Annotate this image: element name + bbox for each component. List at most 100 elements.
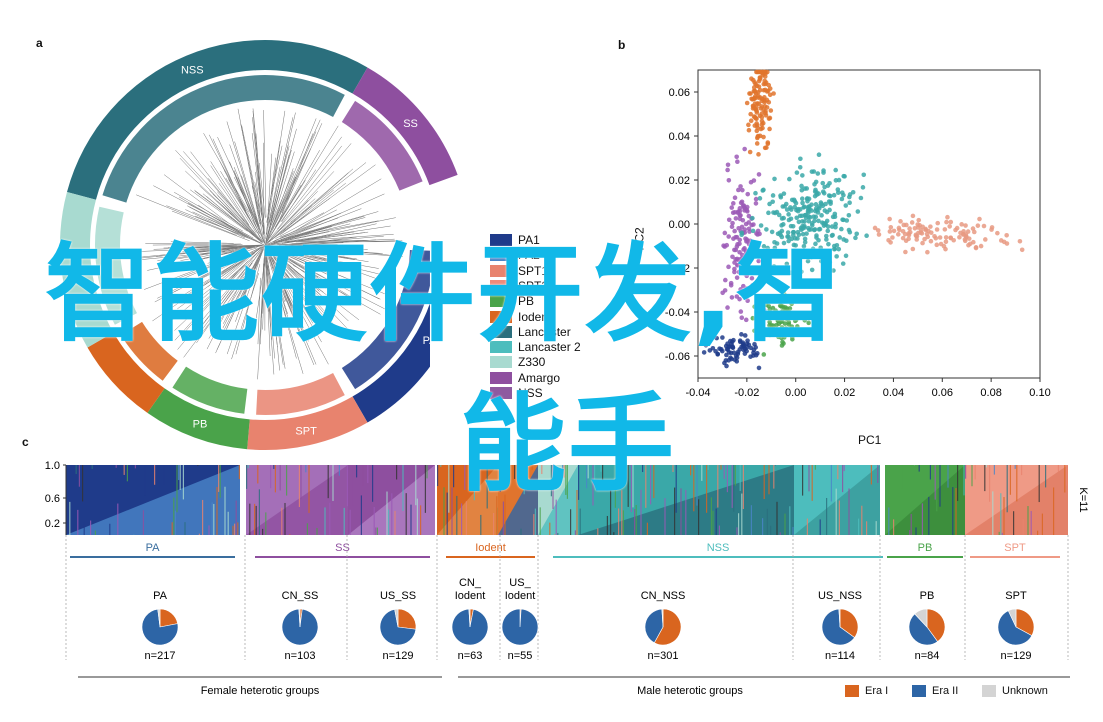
structure-bar (723, 465, 725, 480)
structure-bar (182, 465, 184, 500)
tree-legend-item: Z330 (490, 355, 545, 369)
structure-bar (90, 520, 92, 535)
pie-chart (379, 608, 417, 646)
pca-point (756, 325, 762, 331)
legend-swatch (490, 387, 512, 399)
pca-point (751, 178, 757, 183)
y-tick-label: -0.04 (665, 307, 690, 319)
outer-ring-segment (352, 67, 458, 186)
structure-bar (929, 465, 931, 480)
pca-point (765, 140, 771, 145)
pie-slice (839, 608, 859, 638)
pca-point (786, 217, 792, 223)
structure-bar (306, 523, 308, 535)
legend-label: PA2 (518, 248, 540, 263)
pca-point (767, 126, 772, 132)
legend-label: Iodent (518, 309, 552, 324)
pca-point (900, 235, 906, 241)
pca-point (733, 216, 739, 221)
pca-point (739, 332, 744, 337)
pca-point (781, 191, 787, 196)
pca-point (742, 208, 747, 213)
pca-point (746, 213, 752, 219)
structure-bar (440, 465, 442, 467)
structure-bar (125, 465, 127, 475)
pca-point (730, 344, 735, 349)
structure-bar (566, 465, 568, 499)
pca-point (739, 232, 744, 238)
pca-point (782, 321, 788, 326)
ring-label: PB (193, 419, 208, 431)
pca-point (744, 286, 750, 291)
pca-point (805, 206, 811, 211)
pca-point (811, 169, 817, 174)
pca-point (725, 167, 730, 173)
structure-bar (376, 527, 378, 535)
pca-point (983, 237, 988, 242)
pca-point (864, 233, 869, 238)
pca-point (1019, 247, 1025, 253)
pca-point (840, 217, 845, 222)
structure-bar (386, 491, 388, 535)
female-label: Female heterotic groups (201, 685, 320, 697)
structure-bar (1013, 511, 1015, 535)
pie-slice (661, 608, 664, 628)
structure-bar (1037, 530, 1039, 535)
pca-point (836, 177, 842, 183)
pie-chart (451, 608, 489, 646)
pca-point (812, 189, 818, 194)
structure-bar (622, 510, 624, 535)
pca-point (767, 332, 773, 338)
structure-bar (1009, 465, 1011, 495)
structure-bar (197, 465, 199, 466)
structure-bar (372, 465, 374, 502)
structure-bar (451, 487, 453, 535)
ring-label: NSS (181, 64, 204, 76)
pca-point (978, 243, 984, 249)
pca-point (772, 281, 778, 286)
pca-point (819, 258, 824, 264)
structure-bar (486, 465, 488, 509)
k-label: K=11 (1077, 487, 1089, 512)
structure-bar (640, 489, 642, 535)
pca-point (832, 246, 838, 252)
pca-point (794, 170, 800, 175)
pca-point (995, 230, 1000, 236)
pca-point (793, 243, 798, 248)
pca-point (767, 92, 773, 98)
pca-point (934, 242, 940, 248)
structure-bar (842, 465, 844, 493)
structure-bar (216, 486, 218, 535)
structure-bar (437, 465, 439, 487)
pca-point (780, 222, 786, 227)
pca-point (961, 229, 966, 234)
pie-slice (468, 608, 471, 628)
pca-point (786, 212, 791, 217)
structure-bar (562, 465, 564, 479)
structure-bar (993, 465, 995, 475)
tree-legend-item: Iodent (490, 310, 551, 324)
pie-slice (141, 608, 179, 646)
outer-ring-segment (247, 396, 368, 450)
structure-bar (693, 465, 695, 512)
pie-count: n=114 (825, 650, 855, 662)
structure-bar (645, 465, 647, 508)
structure-bar (766, 508, 768, 535)
structure-bar (779, 532, 781, 535)
pca-point (750, 215, 755, 221)
structure-bar (685, 489, 687, 535)
structure-bar (213, 503, 215, 535)
pca-point (833, 221, 838, 227)
era1-swatch (845, 685, 859, 697)
structure-bar (410, 504, 412, 535)
structure-bar (715, 508, 717, 535)
structure-bar (281, 507, 283, 535)
pca-point (771, 264, 777, 269)
pca-point (793, 317, 799, 323)
structure-bar (888, 507, 890, 535)
pca-point (730, 220, 735, 226)
structure-bar (284, 502, 286, 535)
pca-point (732, 269, 737, 275)
inner-ring-segment (95, 206, 137, 325)
pca-point (910, 213, 916, 219)
